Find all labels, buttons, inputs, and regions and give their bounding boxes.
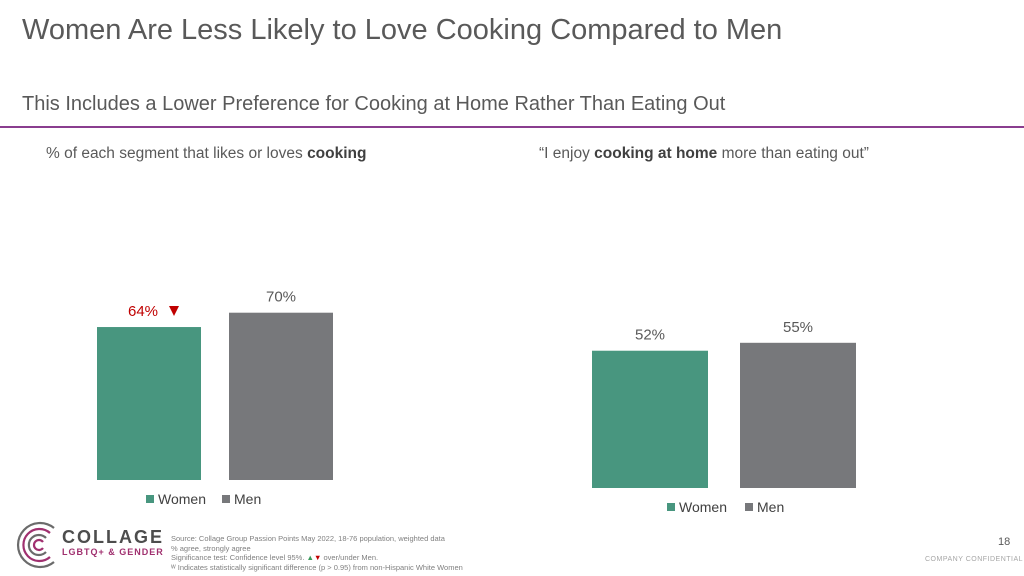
chart2-data-label-women: 52%: [635, 327, 665, 344]
left-chart-label-bold: cooking: [307, 145, 367, 162]
page-number: 18: [998, 536, 1011, 548]
chart1-bar-men: [229, 312, 333, 480]
page-subtitle: This Includes a Lower Preference for Coo…: [22, 93, 726, 115]
chart2-data-label-men: 55%: [783, 319, 813, 336]
left-chart-label: % of each segment that likes or loves co…: [46, 145, 366, 163]
chart1-sig-down-icon: [169, 306, 179, 317]
sig-down-icon: ▼: [313, 553, 322, 562]
footnote-white-women: ᵂ Indicates statistically significant di…: [171, 562, 463, 572]
confidential-note: COMPANY CONFIDENTIAL: [925, 556, 1024, 563]
collage-logo-icon: [16, 521, 55, 569]
chart1-legend-swatch-men: [222, 495, 230, 503]
chart1-legend-label-men: Men: [234, 491, 261, 507]
chart1-legend-label-women: Women: [158, 491, 206, 507]
footnote-sig-prefix: Significance test: Confidence level 95%.: [171, 553, 305, 562]
chart2-legend-swatch-men: [745, 503, 753, 511]
chart1-data-label-men: 70%: [266, 289, 296, 306]
right-chart-label-post: more than eating out”: [717, 145, 869, 162]
chart2-legend-label-women: Women: [679, 499, 727, 515]
brand-name: COLLAGE: [62, 527, 164, 547]
right-chart-label: “I enjoy cooking at home more than eatin…: [539, 145, 869, 163]
right-chart-label-bold: cooking at home: [594, 145, 718, 162]
chart1-data-label-women: 64%: [128, 303, 158, 320]
footnote-agree: % agree, strongly agree: [171, 543, 251, 553]
chart2-bar-women: [592, 350, 708, 488]
footnote-source: Source: Collage Group Passion Points May…: [171, 534, 445, 543]
chart1-legend-swatch-women: [146, 495, 154, 503]
chart1-bar-women: [97, 327, 201, 480]
left-chart-label-pre: % of each segment that likes or loves: [46, 145, 308, 162]
brand-subname: LGBTQ+ & GENDER: [62, 547, 164, 557]
sig-up-icon: ▲: [306, 553, 314, 562]
chart2-bar-men: [740, 342, 856, 488]
chart2-legend-swatch-women: [667, 503, 675, 511]
footnotes: Source: Collage Group Passion Points May…: [171, 534, 463, 572]
footnote-significance: Significance test: Confidence level 95%.…: [171, 553, 463, 563]
page-title: Women Are Less Likely to Love Cooking Co…: [22, 14, 783, 46]
right-chart-label-pre: “I enjoy: [539, 145, 595, 162]
footnote-sig-suffix: over/under Men.: [321, 553, 379, 562]
chart2-legend-label-men: Men: [757, 499, 784, 515]
divider-rule: [0, 126, 1024, 128]
